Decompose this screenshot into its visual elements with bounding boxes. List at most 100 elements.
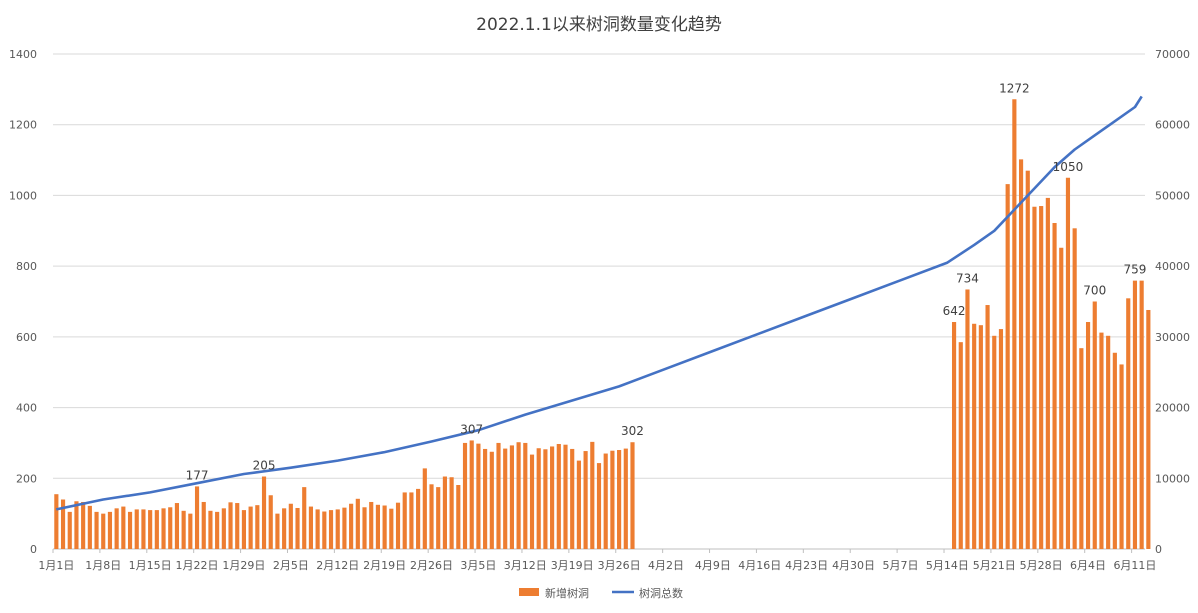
bar: [1012, 99, 1017, 549]
bar: [469, 440, 474, 549]
y-right-tick-label: 40000: [1155, 260, 1190, 273]
bar: [951, 322, 957, 549]
bar: [409, 492, 414, 549]
bar: [248, 506, 253, 549]
bar: [355, 498, 360, 549]
y-left-tick-label: 600: [16, 331, 37, 344]
y-left-tick-label: 200: [16, 472, 37, 485]
x-tick-label: 6月4日: [1070, 559, 1106, 572]
data-label: 1272: [999, 81, 1030, 95]
bar: [442, 476, 447, 549]
bar: [992, 335, 997, 549]
x-tick-label: 5月21日: [973, 559, 1016, 572]
bar: [1146, 309, 1151, 549]
bar: [161, 508, 166, 549]
bar: [67, 511, 72, 549]
bar: [1092, 301, 1097, 549]
y-right-tick-label: 10000: [1155, 472, 1190, 485]
bar: [1079, 348, 1084, 549]
bar: [288, 503, 293, 549]
y-left-tick-label: 1200: [9, 119, 37, 132]
bar: [174, 503, 180, 549]
bar: [1032, 206, 1037, 549]
bar: [235, 503, 240, 549]
bar: [617, 450, 622, 549]
bar: [556, 443, 561, 549]
bar: [74, 501, 79, 549]
bar: [181, 510, 186, 549]
bar: [154, 510, 159, 549]
bar: [322, 511, 327, 549]
bar: [255, 505, 260, 549]
x-tick-label: 1月1日: [38, 559, 74, 572]
bar: [228, 502, 233, 549]
bar: [295, 507, 300, 549]
bar: [429, 484, 434, 549]
y-right-tick-label: 60000: [1155, 119, 1190, 132]
x-tick-label: 3月5日: [460, 559, 496, 572]
y-left-tick-label: 1400: [9, 48, 37, 61]
bar: [282, 508, 287, 549]
data-label: 759: [1123, 263, 1146, 277]
y-right-tick-label: 30000: [1155, 331, 1190, 344]
x-tick-label: 5月7日: [882, 559, 918, 572]
x-tick-label: 5月28日: [1020, 559, 1063, 572]
bar: [476, 443, 481, 549]
bar: [87, 505, 92, 549]
bar: [349, 503, 354, 549]
x-tick-label: 4月9日: [695, 559, 731, 572]
x-tick-label: 2月12日: [316, 559, 359, 572]
bar: [168, 507, 173, 549]
bar: [483, 448, 488, 549]
bar: [503, 448, 508, 549]
bar: [369, 501, 374, 549]
x-tick-label: 1月8日: [85, 559, 121, 572]
legend-label-total-holes: 树洞总数: [639, 586, 683, 600]
bar: [516, 442, 521, 549]
bar: [94, 511, 99, 549]
bar: [268, 495, 273, 549]
y-right-tick-label: 50000: [1155, 189, 1190, 202]
legend: 新增树洞 树洞总数: [519, 586, 683, 600]
x-tick-label: 1月29日: [222, 559, 265, 572]
bar: [596, 463, 602, 549]
bar: [1085, 322, 1091, 549]
bar: [496, 442, 501, 549]
x-tick-label: 1月22日: [176, 559, 219, 572]
bar: [550, 446, 555, 549]
bar: [362, 507, 367, 549]
bar: [1099, 332, 1104, 549]
x-tick-label: 2月19日: [363, 559, 406, 572]
chart-title: 2022.1.1以来树洞数量变化趋势: [476, 15, 722, 35]
legend-label-new-holes: 新增树洞: [545, 586, 589, 600]
bar: [208, 510, 213, 549]
bar: [60, 499, 66, 549]
bar: [523, 442, 528, 549]
x-tick-label: 4月23日: [785, 559, 828, 572]
bar: [275, 513, 280, 549]
data-label: 177: [186, 468, 209, 482]
axes: 0 0 200 10000 400 20000 600 30000 800 40000 1000 50…: [9, 48, 1190, 572]
bar: [201, 501, 206, 549]
bar: [261, 476, 267, 549]
data-label: 642: [943, 304, 966, 318]
bar: [590, 441, 595, 549]
data-label: 734: [956, 271, 979, 285]
bar: [509, 445, 514, 549]
bar: [1018, 159, 1024, 549]
bar: [107, 511, 113, 549]
bar: [978, 325, 983, 549]
bar: [536, 448, 541, 549]
bar: [114, 508, 119, 549]
y-left-tick-label: 800: [16, 260, 37, 273]
bar: [328, 510, 334, 549]
x-tick-label: 5月14日: [926, 559, 969, 572]
bar: [1005, 184, 1010, 549]
y-right-tick-label: 0: [1155, 543, 1162, 556]
data-labels: 177 205 307 302 642 734 1272 1050 700 759: [186, 81, 1147, 482]
bar: [985, 305, 990, 549]
bar: [456, 485, 461, 549]
bar: [422, 468, 427, 549]
